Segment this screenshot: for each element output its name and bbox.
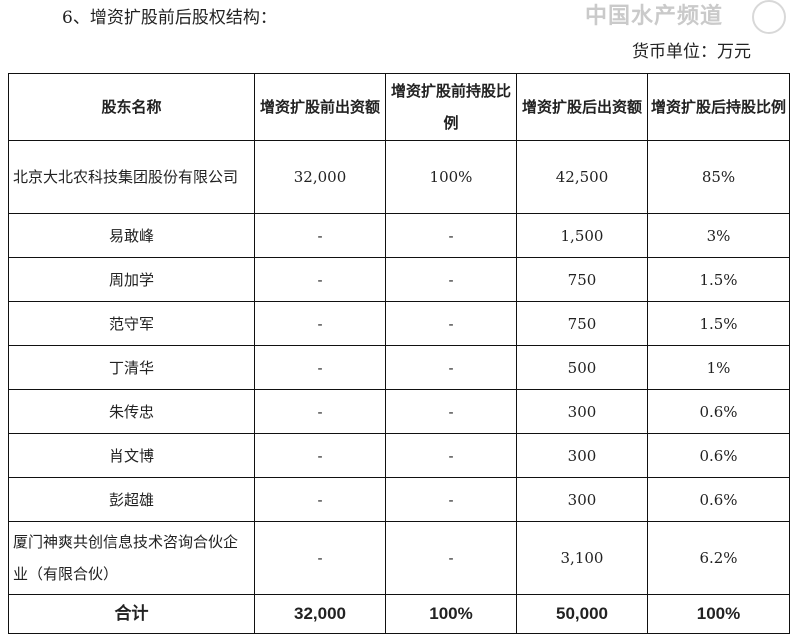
table-row: 周加学 - -750 1.5% bbox=[8, 257, 790, 302]
table-row: 丁清华 - -500 1% bbox=[8, 345, 790, 390]
column-header: 增资扩股后出资额 bbox=[516, 73, 648, 141]
table-cell: 100% bbox=[385, 140, 517, 214]
table-cell: 0.6% bbox=[647, 477, 790, 522]
table-cell: 6.2% bbox=[647, 521, 790, 595]
table-cell: - bbox=[385, 301, 517, 346]
total-cell: 100% bbox=[385, 594, 517, 634]
shareholder-name: 彭超雄 bbox=[8, 477, 255, 522]
table-cell: 42,500 bbox=[516, 140, 648, 214]
table-cell: - bbox=[385, 213, 517, 258]
shareholder-name: 易敢峰 bbox=[8, 213, 255, 258]
shareholder-name: 肖文博 bbox=[8, 433, 255, 478]
table-cell: 3,100 bbox=[516, 521, 648, 595]
table-cell: 0.6% bbox=[647, 433, 790, 478]
table-cell: 3% bbox=[647, 213, 790, 258]
table-cell: 85% bbox=[647, 140, 790, 214]
table-row: 范守军 - -750 1.5% bbox=[8, 301, 790, 346]
table-cell: 300 bbox=[516, 389, 648, 434]
watermark-globe-icon bbox=[752, 0, 786, 34]
table-cell: 750 bbox=[516, 257, 648, 302]
table-cell: - bbox=[385, 345, 517, 390]
table-cell: 1.5% bbox=[647, 301, 790, 346]
table-cell: - bbox=[254, 433, 386, 478]
shareholder-name: 丁清华 bbox=[8, 345, 255, 390]
column-header: 股东名称 bbox=[8, 73, 255, 141]
shareholder-name: 朱传忠 bbox=[8, 389, 255, 434]
table-row: 厦门神爽共创信息技术咨询合伙企业（有限合伙） - -3,100 6.2% bbox=[8, 521, 790, 595]
table-row: 北京大北农科技集团股份有限公司 32,000 100% 42,500 85% bbox=[8, 140, 790, 214]
table-row: 朱传忠 - -300 0.6% bbox=[8, 389, 790, 434]
shareholder-name: 北京大北农科技集团股份有限公司 bbox=[8, 140, 255, 214]
total-cell: 32,000 bbox=[254, 594, 386, 634]
table-cell: - bbox=[254, 213, 386, 258]
table-cell: 0.6% bbox=[647, 389, 790, 434]
table-cell: - bbox=[385, 257, 517, 302]
table-cell: 750 bbox=[516, 301, 648, 346]
header-row: 股东名称 增资扩股前出资额 增资扩股前持股比例 增资扩股后出资额 增资扩股后持股比例 bbox=[8, 73, 790, 141]
total-row: 合计 32,000 100% 50,000 100% bbox=[8, 594, 790, 634]
column-header: 增资扩股前持股比例 bbox=[385, 73, 517, 141]
table-row: 肖文博 - -300 0.6% bbox=[8, 433, 790, 478]
table-cell: - bbox=[385, 433, 517, 478]
table-row: 彭超雄 - -300 0.6% bbox=[8, 477, 790, 522]
table-row: 易敢峰 - -1,500 3% bbox=[8, 213, 790, 258]
table-cell: 300 bbox=[516, 433, 648, 478]
table-cell: - bbox=[385, 389, 517, 434]
watermark: 中国水产频道 bbox=[585, 4, 724, 29]
equity-structure-table: 股东名称 增资扩股前出资额 增资扩股前持股比例 增资扩股后出资额 增资扩股后持股比例 北… bbox=[8, 73, 790, 634]
shareholder-name: 周加学 bbox=[8, 257, 255, 302]
shareholder-name: 范守军 bbox=[8, 301, 255, 346]
total-cell: 50,000 bbox=[516, 594, 648, 634]
table-cell: 500 bbox=[516, 345, 648, 390]
column-header: 增资扩股前出资额 bbox=[254, 73, 386, 141]
table-cell: - bbox=[254, 257, 386, 302]
table-cell: - bbox=[254, 477, 386, 522]
table-cell: - bbox=[385, 477, 517, 522]
table-cell: 1.5% bbox=[647, 257, 790, 302]
table-cell: - bbox=[254, 521, 386, 595]
table-cell: 32,000 bbox=[254, 140, 386, 214]
total-cell: 100% bbox=[647, 594, 790, 634]
table-cell: 1,500 bbox=[516, 213, 648, 258]
section-title: 6、增资扩股前后股权结构： bbox=[62, 8, 277, 28]
table-cell: 300 bbox=[516, 477, 648, 522]
currency-unit: 货币单位：万元 bbox=[632, 42, 751, 62]
table-cell: - bbox=[385, 521, 517, 595]
total-cell: 合计 bbox=[8, 594, 255, 634]
column-header: 增资扩股后持股比例 bbox=[647, 73, 790, 141]
table-cell: - bbox=[254, 301, 386, 346]
table-cell: - bbox=[254, 345, 386, 390]
table-cell: 1% bbox=[647, 345, 790, 390]
table-cell: - bbox=[254, 389, 386, 434]
shareholder-name: 厦门神爽共创信息技术咨询合伙企业（有限合伙） bbox=[8, 521, 255, 595]
